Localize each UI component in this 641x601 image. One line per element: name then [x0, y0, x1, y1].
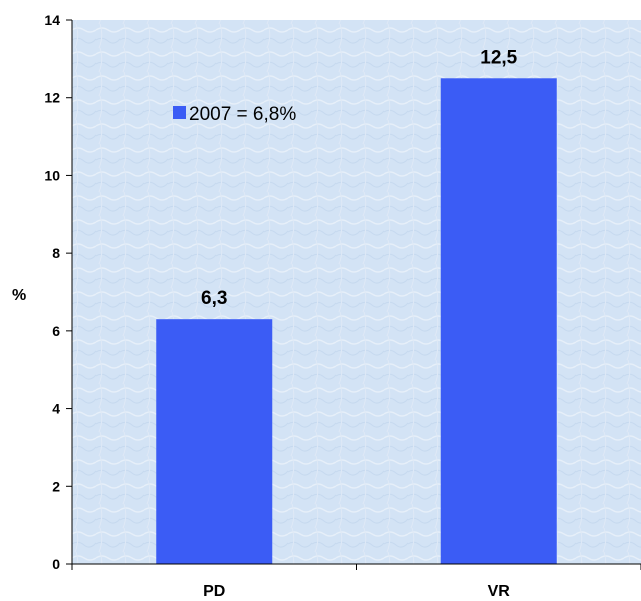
legend-swatch: [173, 106, 186, 119]
y-tick-label: 10: [44, 167, 60, 183]
y-tick-label: 12: [44, 90, 60, 106]
y-tick-label: 8: [52, 245, 60, 261]
y-tick-label: 4: [52, 401, 60, 417]
y-tick-label: 2: [52, 478, 60, 494]
y-tick-label: 0: [52, 556, 60, 572]
legend: 2007 = 6,8%: [173, 104, 296, 125]
bar-pd: [156, 319, 273, 564]
data-label-pd: 6,3: [201, 288, 227, 309]
category-label-vr: VR: [488, 583, 511, 600]
y-tick-label: 14: [44, 12, 60, 28]
data-label-vr: 12,5: [480, 47, 517, 68]
y-axis-label: %: [12, 287, 26, 304]
y-tick-label: 6: [52, 323, 60, 339]
legend-label: 2007 = 6,8%: [189, 104, 296, 125]
bar-vr: [440, 78, 557, 565]
category-label-pd: PD: [203, 583, 225, 600]
